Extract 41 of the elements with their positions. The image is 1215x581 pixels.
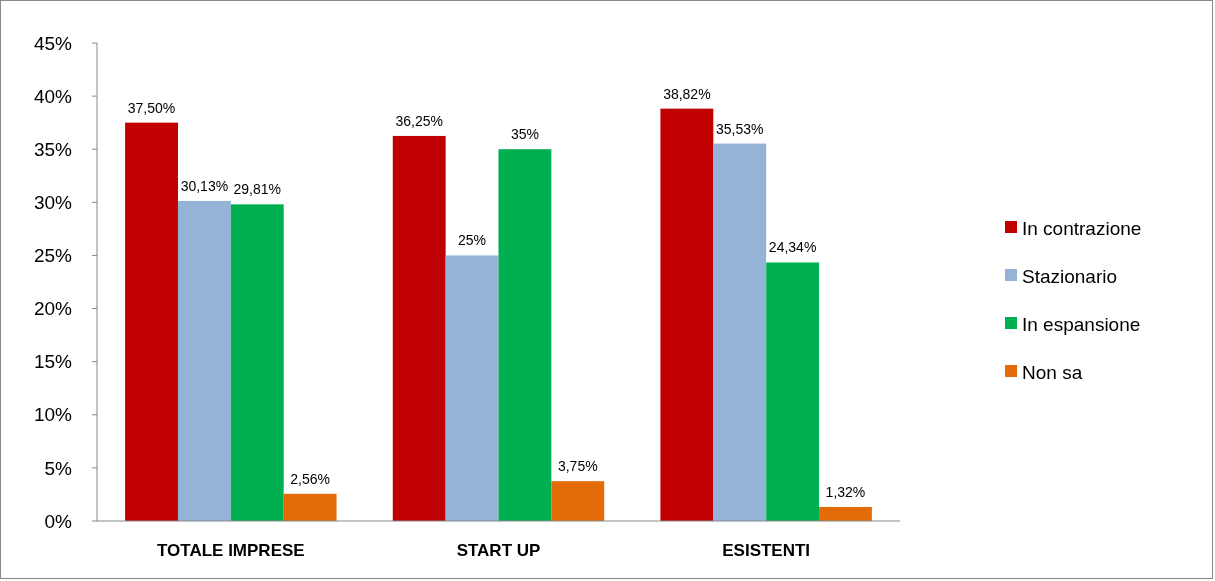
y-tick-label: 40% <box>33 85 73 107</box>
legend-label: Stazionario <box>1022 265 1118 287</box>
data-label: 3,75% <box>557 458 598 475</box>
y-tick-label: 30% <box>33 191 73 213</box>
x-tick-label: TOTALE IMPRESE <box>157 541 305 560</box>
legend-label: In contrazione <box>1022 217 1142 239</box>
data-label: 36,25% <box>395 112 443 129</box>
y-tick-label: 35% <box>33 138 73 160</box>
data-label: 29,81% <box>233 181 282 198</box>
data-label: 24,34% <box>768 239 817 256</box>
data-label: 38,82% <box>663 85 711 102</box>
bar <box>819 506 872 521</box>
bar <box>551 481 605 521</box>
data-label: 35,53% <box>715 120 764 137</box>
bar <box>283 493 337 521</box>
bar <box>713 143 767 521</box>
bar <box>392 135 446 521</box>
data-label: 2,56% <box>290 470 330 487</box>
bar <box>125 122 178 521</box>
x-tick-label: ESISTENTI <box>722 541 811 560</box>
bar <box>445 255 499 521</box>
bar <box>766 262 820 521</box>
legend-label: In espansione <box>1022 313 1141 335</box>
y-tick-label: 5% <box>44 457 73 479</box>
bar <box>177 200 231 521</box>
data-label: 25% <box>458 232 487 249</box>
bar <box>660 108 714 521</box>
data-label: 37,50% <box>127 99 176 116</box>
data-label: 35% <box>510 126 539 143</box>
y-tick-label: 15% <box>33 351 73 373</box>
y-tick-label: 10% <box>33 404 73 426</box>
bar <box>498 149 552 521</box>
x-tick-label: START UP <box>456 541 541 560</box>
bar <box>230 204 284 521</box>
legend-label: Non sa <box>1022 361 1083 383</box>
data-label: 30,13% <box>180 177 229 194</box>
y-tick-label: 0% <box>44 510 73 532</box>
data-label: 1,32% <box>825 483 866 500</box>
y-tick-label: 25% <box>33 245 73 267</box>
y-tick-label: 45% <box>33 32 73 54</box>
y-tick-label: 20% <box>33 298 73 320</box>
